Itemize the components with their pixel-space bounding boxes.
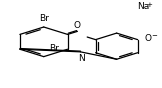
- Text: −: −: [151, 33, 157, 39]
- Text: +: +: [147, 2, 152, 8]
- Text: Br: Br: [49, 44, 59, 53]
- Text: N: N: [78, 54, 85, 63]
- Text: Br: Br: [39, 14, 49, 23]
- Text: O: O: [73, 21, 80, 31]
- Text: O: O: [145, 34, 152, 43]
- Text: Na: Na: [137, 2, 149, 11]
